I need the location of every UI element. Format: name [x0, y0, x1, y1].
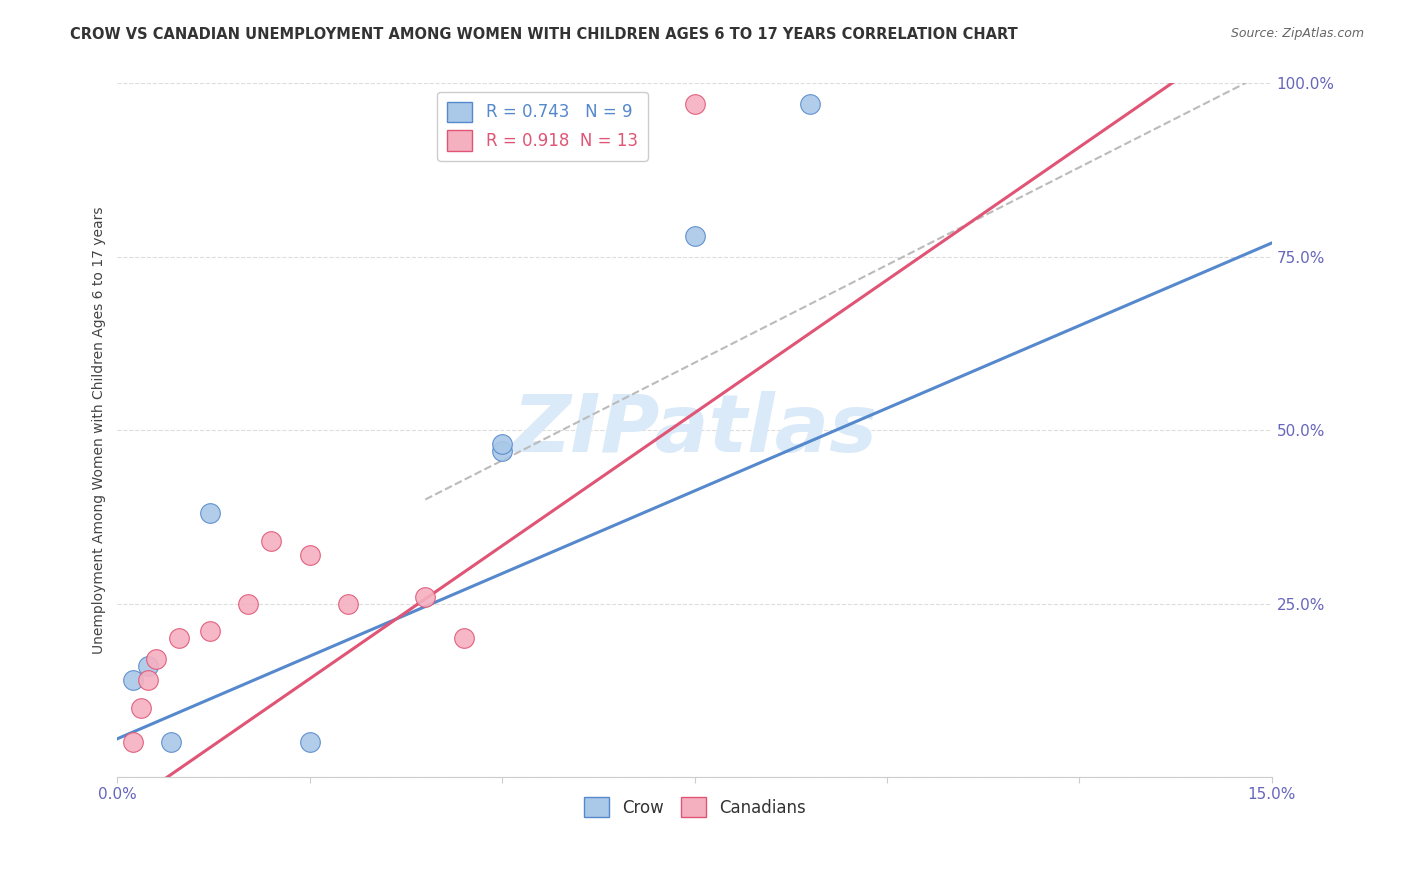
Point: [121, 735, 143, 749]
Point: [683, 97, 706, 112]
Point: [121, 673, 143, 687]
Point: [136, 659, 159, 673]
Point: [238, 597, 260, 611]
Text: Source: ZipAtlas.com: Source: ZipAtlas.com: [1230, 27, 1364, 40]
Point: [298, 548, 321, 562]
Point: [136, 673, 159, 687]
Point: [683, 229, 706, 244]
Point: [491, 444, 513, 458]
Point: [129, 700, 152, 714]
Legend: Crow, Canadians: Crow, Canadians: [576, 790, 813, 824]
Point: [298, 735, 321, 749]
Point: [413, 590, 436, 604]
Y-axis label: Unemployment Among Women with Children Ages 6 to 17 years: Unemployment Among Women with Children A…: [93, 206, 107, 654]
Point: [145, 652, 167, 666]
Point: [799, 97, 821, 112]
Point: [337, 597, 360, 611]
Point: [453, 631, 475, 645]
Point: [198, 624, 221, 639]
Text: ZIPatlas: ZIPatlas: [512, 392, 877, 469]
Point: [198, 507, 221, 521]
Point: [160, 735, 183, 749]
Point: [167, 631, 190, 645]
Point: [491, 437, 513, 451]
Point: [260, 534, 283, 549]
Text: CROW VS CANADIAN UNEMPLOYMENT AMONG WOMEN WITH CHILDREN AGES 6 TO 17 YEARS CORRE: CROW VS CANADIAN UNEMPLOYMENT AMONG WOME…: [70, 27, 1018, 42]
